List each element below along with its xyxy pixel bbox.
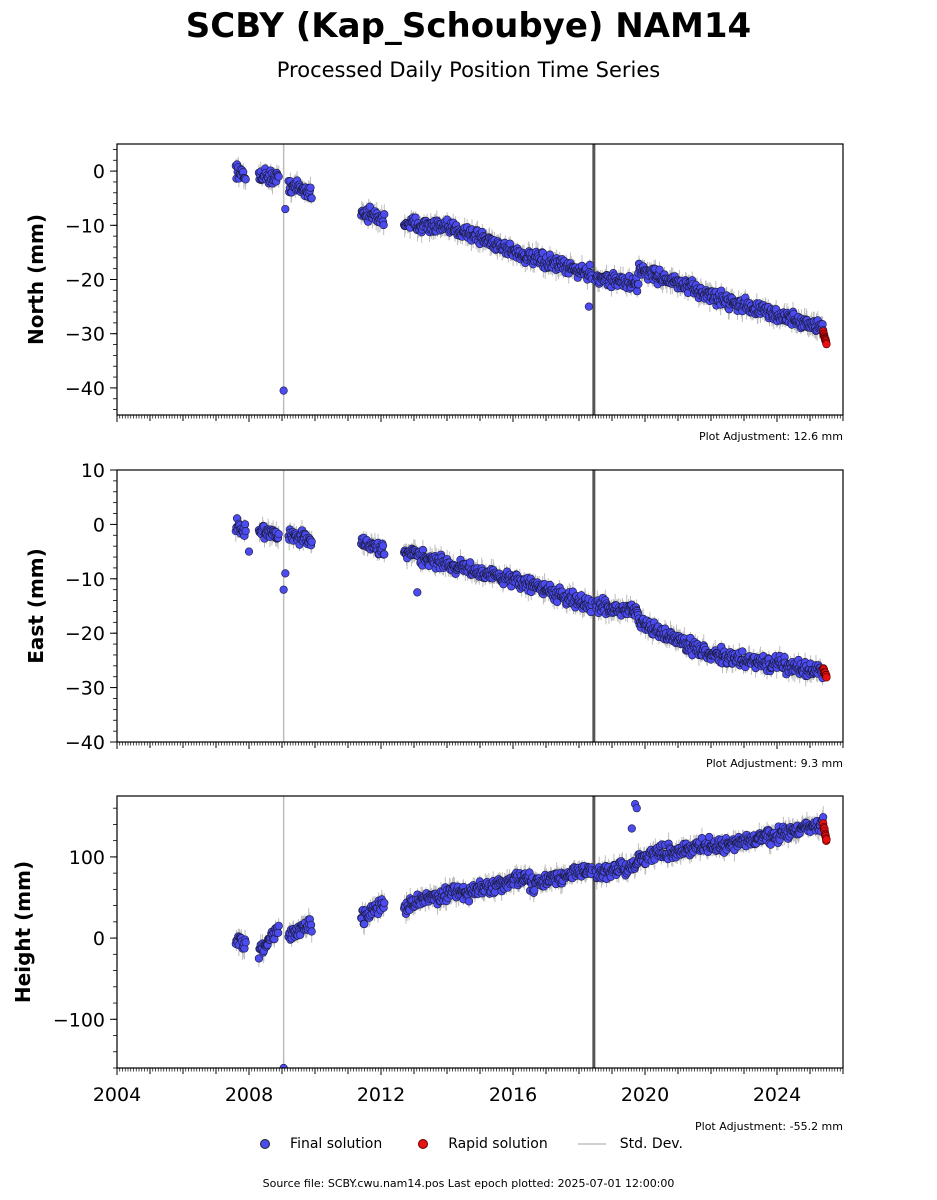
- y-tick-label: −40: [65, 732, 105, 754]
- panel-frame: [116, 469, 844, 743]
- plot-area: [231, 796, 831, 1068]
- y-tick-label: 0: [93, 514, 105, 536]
- final-point: [738, 647, 747, 656]
- final-point: [274, 172, 283, 181]
- final-point: [274, 921, 283, 930]
- final-point: [241, 526, 250, 536]
- chart-subtitle: Processed Daily Position Time Series: [276, 58, 661, 82]
- final-point: [279, 386, 288, 395]
- y-tick-label: −10: [65, 569, 105, 591]
- y-tick-label: −20: [65, 270, 105, 292]
- plot-area: [231, 470, 831, 742]
- final-point: [281, 569, 290, 578]
- rapid-point: [822, 673, 831, 682]
- y-tick-label: −30: [65, 678, 105, 700]
- final-point: [413, 588, 422, 597]
- panel-frame: [116, 143, 844, 416]
- plot-adjustment-label: Plot Adjustment: 12.6 mm: [699, 430, 843, 443]
- final-point: [273, 928, 283, 937]
- final-point: [380, 210, 389, 219]
- rapid-point: [822, 340, 831, 349]
- final-point: [307, 537, 316, 546]
- final-point: [379, 220, 388, 230]
- panel-2: 10 0 −10 −20 −30 −40 East (mm) Plot Adjustment:…: [24, 460, 844, 770]
- final-point: [634, 280, 643, 289]
- final-point: [254, 954, 263, 963]
- chart-title: SCBY (Kap_Schoubye) NAM14: [185, 6, 752, 46]
- y-axis-label: North (mm): [24, 214, 48, 345]
- final-point: [633, 287, 642, 296]
- final-point: [279, 585, 288, 594]
- y-tick-label: 10: [81, 460, 105, 482]
- panel-1: 0 −10 −20 −30 −40 North (mm) Plot Adjustment: …: [24, 143, 844, 443]
- final-point: [241, 175, 250, 184]
- final-point: [380, 550, 389, 559]
- plot-area: [231, 144, 831, 415]
- final-point: [584, 302, 594, 311]
- final-point: [585, 260, 594, 269]
- final-point: [360, 919, 369, 929]
- final-point: [307, 194, 316, 203]
- y-axis-label: East (mm): [24, 548, 48, 664]
- final-point: [306, 183, 315, 192]
- y-tick-label: −30: [65, 324, 105, 346]
- final-point: [244, 547, 254, 556]
- y-tick-label: −10: [65, 215, 105, 237]
- final-point: [240, 520, 250, 529]
- final-point: [307, 927, 316, 936]
- y-tick-label: −40: [65, 378, 105, 400]
- final-point: [241, 938, 250, 947]
- final-point: [378, 541, 388, 550]
- final-point: [380, 898, 389, 908]
- final-point: [281, 204, 290, 214]
- y-tick-label: 0: [93, 161, 105, 183]
- y-tick-label: −20: [65, 623, 105, 645]
- plot-adjustment-label: Plot Adjustment: 9.3 mm: [706, 757, 843, 770]
- final-point: [274, 529, 283, 539]
